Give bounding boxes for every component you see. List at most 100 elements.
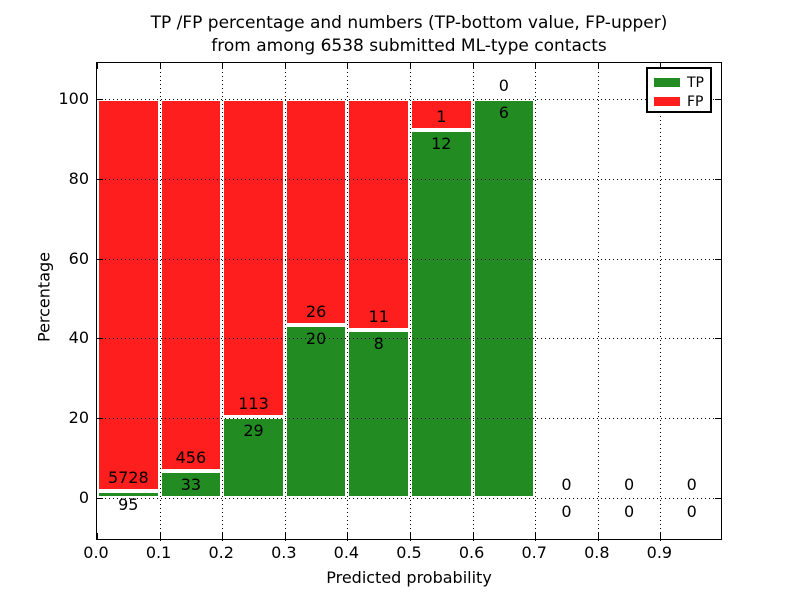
x-tickmark-top <box>597 63 599 69</box>
legend-row-fp: FP <box>654 92 710 111</box>
x-axis-label: Predicted probability <box>326 568 492 587</box>
annotation-fp-count: 26 <box>305 301 327 321</box>
annotation-tp-count: 12 <box>431 133 452 153</box>
gridline-vertical <box>410 63 411 541</box>
chart-title-line1: TP /FP percentage and numbers (TP-bottom… <box>150 13 668 33</box>
annotation-fp-count: 11 <box>368 307 389 326</box>
y-tickmark-left <box>97 338 103 340</box>
bar-fp-segment <box>284 99 348 325</box>
annotation-tp-count: 8 <box>373 334 384 353</box>
annotation-tp-count: 0 <box>561 502 572 521</box>
gridline-vertical <box>159 63 161 541</box>
gridline-vertical <box>284 63 286 541</box>
annotation-tp-count: 20 <box>305 328 327 348</box>
annotation-tp-count: 95 <box>118 495 139 515</box>
annotation-fp-count: 113 <box>238 393 269 413</box>
fp-swatch-icon <box>654 97 680 106</box>
y-tick-label: 60 <box>68 248 89 268</box>
x-tickmark-top <box>222 63 224 69</box>
annotation-tp-count: 33 <box>180 475 202 495</box>
annotation-fp-count: 0 <box>624 475 635 494</box>
x-tickmark-bottom <box>472 533 474 539</box>
bar-tp-segment <box>410 129 473 498</box>
y-tick-label: 0 <box>78 488 89 507</box>
x-tickmark-bottom <box>222 533 224 539</box>
x-tick-label: 0.8 <box>584 543 610 562</box>
bar-fp-segment <box>410 99 473 130</box>
annotation-fp-count: 5728 <box>107 468 149 488</box>
annotation-tp-count: 6 <box>498 103 509 122</box>
chart-title-line2: from among 6538 submitted ML-type contac… <box>211 36 607 56</box>
y-tickmark-left <box>97 99 103 100</box>
gridline-vertical <box>597 63 599 541</box>
x-tickmark-top <box>472 63 474 69</box>
annotation-tp-count: 0 <box>624 502 635 521</box>
y-tick-label: 40 <box>68 328 89 348</box>
x-tickmark-bottom <box>410 533 411 539</box>
x-tickmark-top <box>535 63 537 69</box>
y-tickmark-left <box>97 178 103 180</box>
tp-swatch-icon <box>654 78 680 87</box>
gridline-vertical <box>347 63 349 541</box>
x-tickmark-bottom <box>159 533 161 539</box>
gridline-vertical <box>535 63 537 541</box>
bar-tp-segment <box>347 330 410 498</box>
legend-label-tp: TP <box>687 74 704 91</box>
bar-fp-segment <box>347 99 410 330</box>
x-tick-label: 0.5 <box>396 543 422 562</box>
x-tickmark-bottom <box>284 533 286 539</box>
bar-tp-segment <box>472 99 536 498</box>
bar-tp-segment <box>159 471 223 498</box>
y-tickmark-right <box>715 418 721 420</box>
x-tickmark-top <box>347 63 349 69</box>
legend-row-tp: TP <box>654 73 710 92</box>
x-tickmark-bottom <box>535 533 537 539</box>
y-tick-label: 80 <box>68 168 89 188</box>
y-tickmark-right <box>715 99 721 100</box>
y-tickmark-left <box>97 418 103 420</box>
y-tickmark-left <box>97 498 103 499</box>
x-tickmark-top <box>284 63 286 69</box>
annotation-fp-count: 0 <box>561 475 572 494</box>
x-tickmark-bottom <box>597 533 599 539</box>
x-tickmark-top <box>97 63 98 69</box>
gridline-vertical <box>472 63 474 541</box>
x-tickmark-bottom <box>97 533 98 539</box>
annotation-tp-count: 29 <box>243 420 264 440</box>
y-tickmark-right <box>715 258 721 260</box>
bar-fp-segment <box>97 99 160 492</box>
x-tick-label: 0.1 <box>145 543 172 562</box>
legend: TP FP <box>646 67 712 113</box>
x-tick-label: 0.6 <box>458 543 485 562</box>
y-tick-label: 20 <box>68 408 89 428</box>
x-tickmark-bottom <box>347 533 349 539</box>
x-tick-label: 0.4 <box>333 543 360 562</box>
x-tickmark-bottom <box>660 533 662 539</box>
annotation-fp-count: 0 <box>498 76 509 95</box>
x-tick-label: 0.2 <box>208 543 234 562</box>
bar-tp-segment <box>97 491 160 498</box>
y-tickmark-right <box>715 178 721 180</box>
y-tickmark-left <box>97 258 103 260</box>
x-tickmark-top <box>660 63 662 69</box>
annotation-fp-count: 1 <box>436 106 447 126</box>
y-tick-label: 100 <box>58 89 89 108</box>
annotation-fp-count: 0 <box>686 475 697 494</box>
bar-tp-segment <box>284 324 348 498</box>
x-tickmark-top <box>410 63 411 69</box>
gridline-vertical <box>660 63 662 541</box>
x-tick-label: 0.0 <box>83 543 109 562</box>
x-tick-label: 0.7 <box>521 543 547 562</box>
bar-fp-segment <box>159 99 223 472</box>
annotation-fp-count: 456 <box>175 448 207 468</box>
x-tickmark-top <box>159 63 161 69</box>
y-tickmark-right <box>715 498 721 499</box>
x-tick-label: 0.9 <box>646 543 673 562</box>
plot-area: 5728 95 456 33 113 29 26 20 11 8 1 12 0 6 0 0 0 0 0 0 <box>96 62 723 541</box>
gridline-vertical <box>222 63 224 541</box>
annotation-tp-count: 0 <box>686 502 697 521</box>
chart-title: TP /FP percentage and numbers (TP-bottom… <box>96 12 722 58</box>
y-tickmark-right <box>715 338 721 340</box>
legend-label-fp: FP <box>687 93 704 110</box>
